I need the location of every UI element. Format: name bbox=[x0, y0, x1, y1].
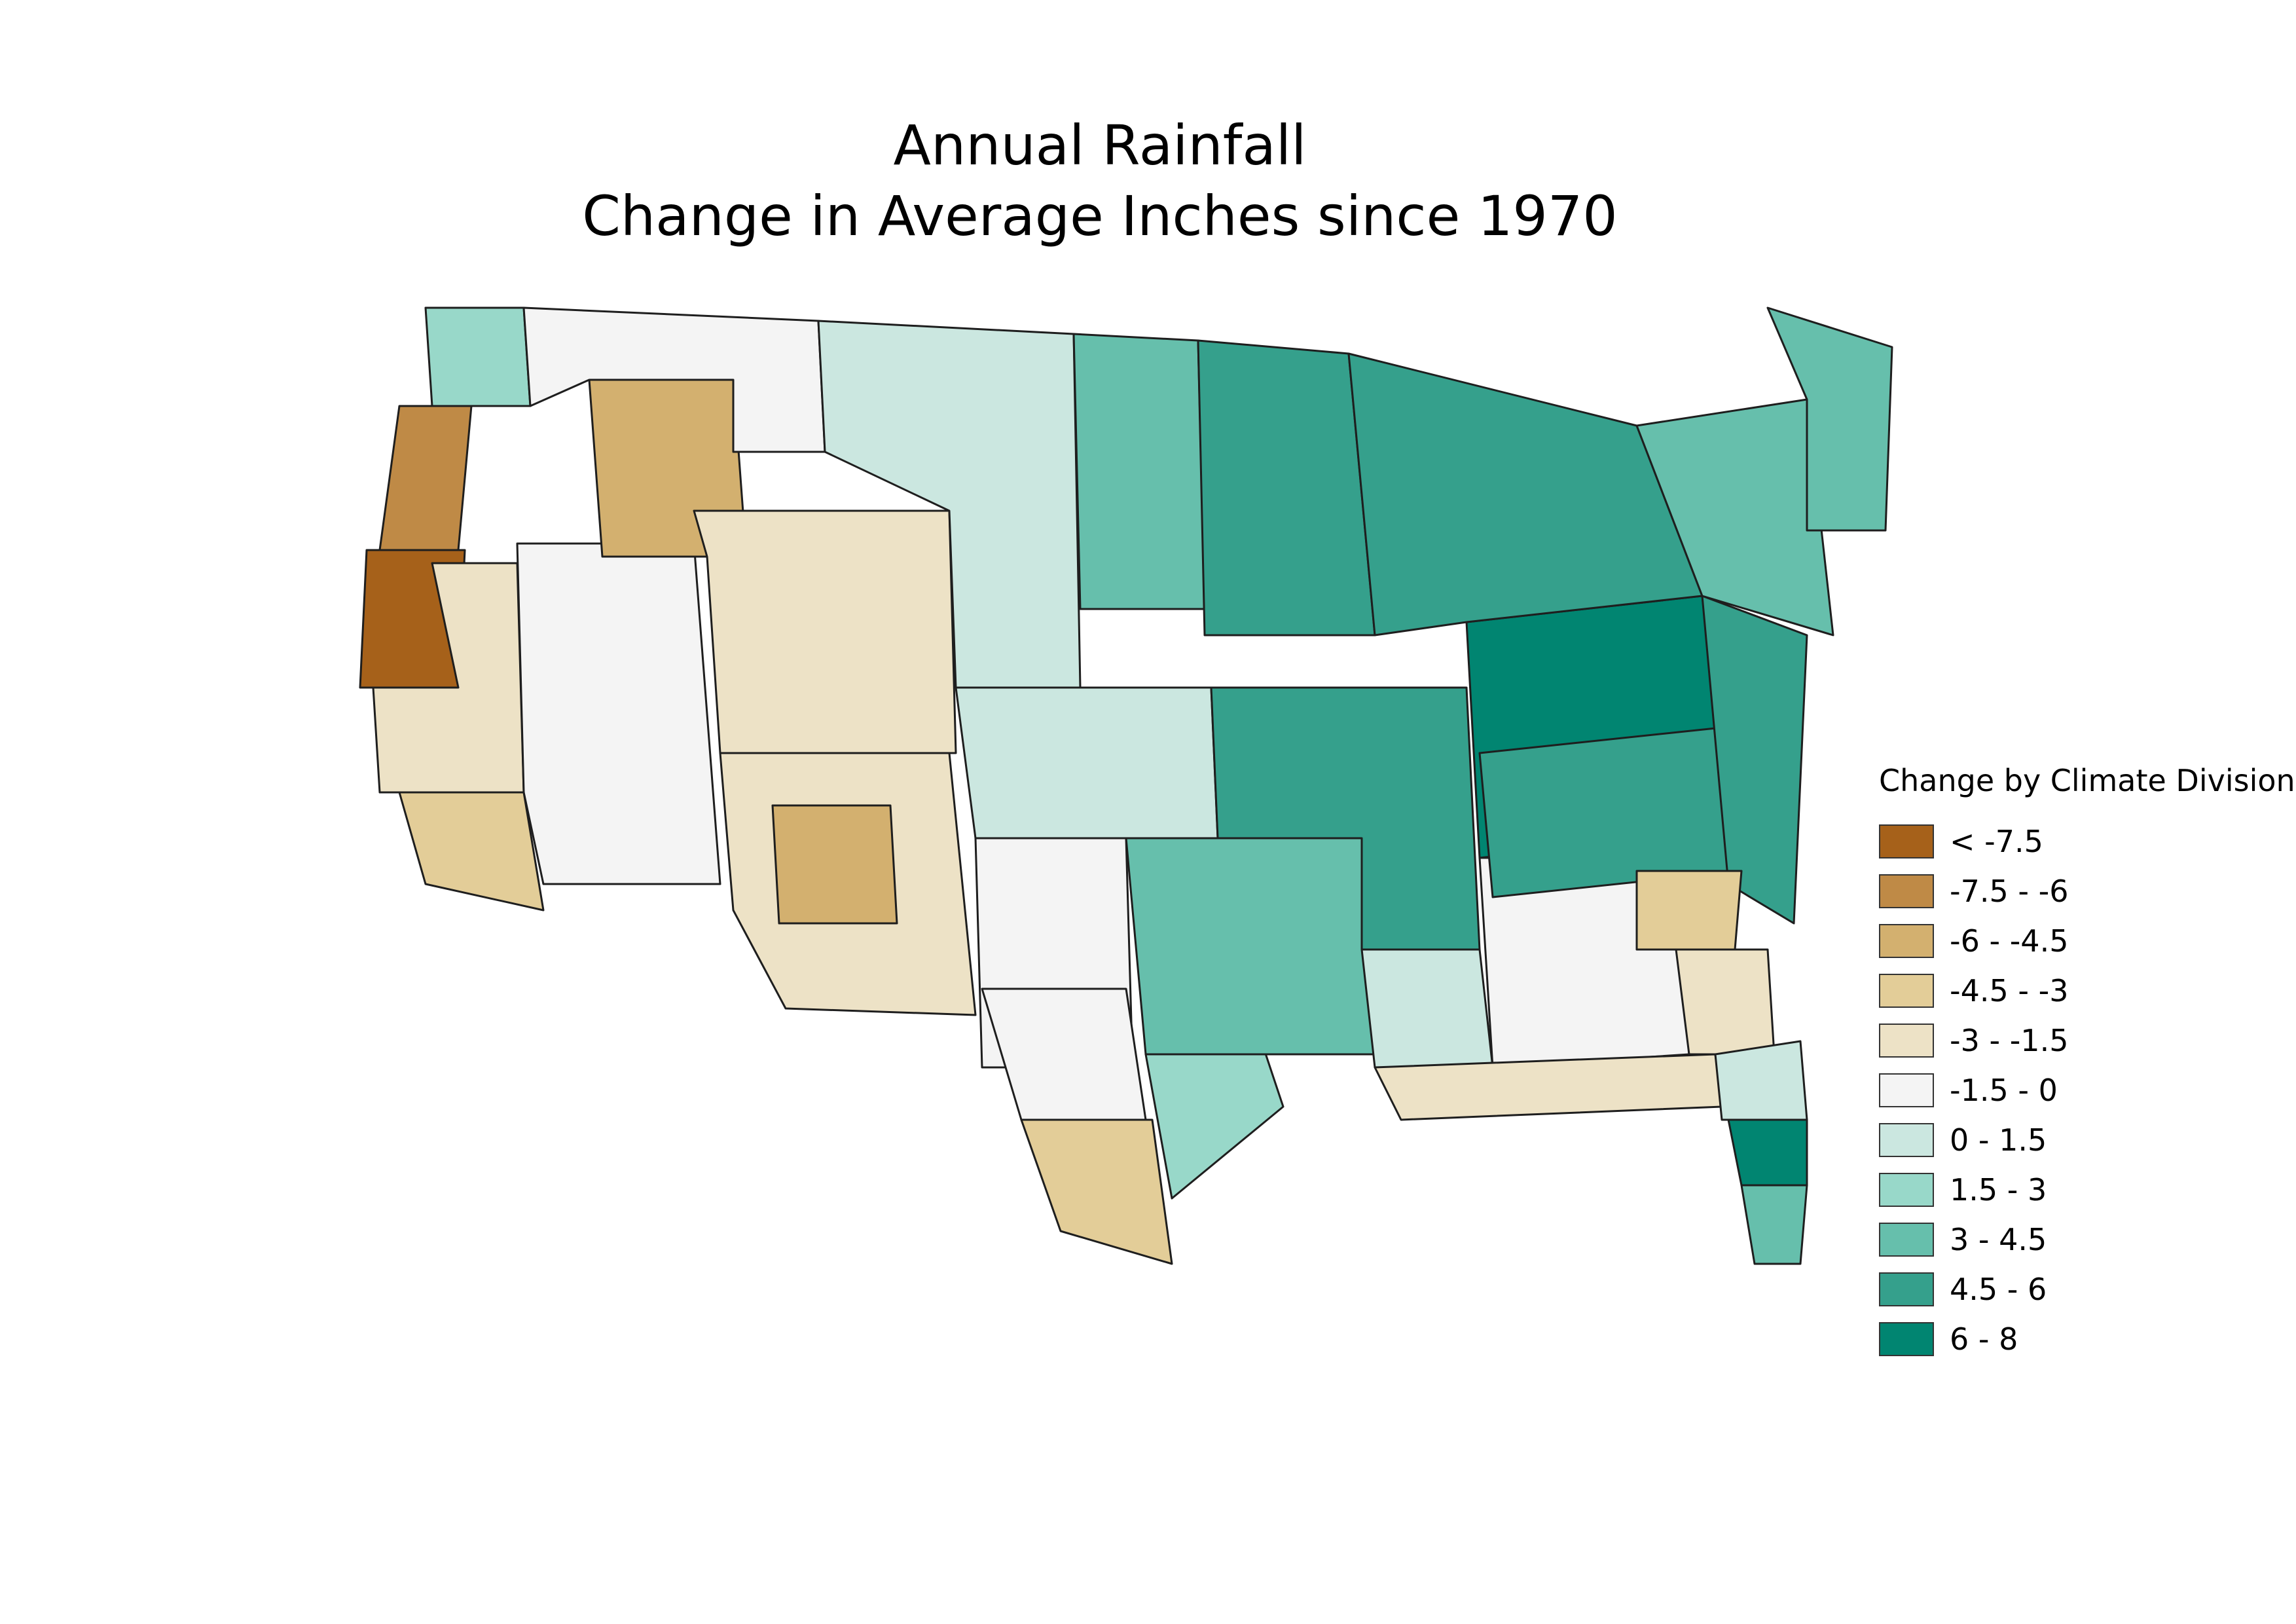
region-central-florida bbox=[1727, 1118, 1808, 1187]
region-great-lakes bbox=[1347, 352, 1704, 637]
legend-swatch bbox=[1879, 1322, 1934, 1356]
region-pacific-northwest-coast bbox=[424, 306, 532, 407]
legend-swatch bbox=[1879, 924, 1934, 958]
legend-item: 4.5 - 6 bbox=[1879, 1264, 2295, 1314]
legend-title: Change by Climate Division bbox=[1879, 763, 2295, 798]
legend-label: 6 - 8 bbox=[1950, 1321, 2018, 1357]
legend-label: -4.5 - -3 bbox=[1950, 973, 2069, 1008]
legend-swatch bbox=[1879, 1073, 1934, 1107]
legend-swatch bbox=[1879, 1223, 1934, 1257]
region-carolinas-virginia-coast bbox=[1701, 595, 1808, 925]
region-central-plains bbox=[955, 686, 1219, 840]
legend-label: 3 - 4.5 bbox=[1950, 1222, 2047, 1257]
map-title: Annual Rainfall bbox=[893, 113, 1307, 177]
region-great-basin bbox=[516, 542, 721, 885]
legend-item: -3 - -1.5 bbox=[1879, 1016, 2295, 1065]
region-southern-california-coast bbox=[398, 791, 545, 912]
legend-swatch bbox=[1879, 1123, 1934, 1157]
region-south-texas bbox=[1020, 1118, 1173, 1265]
region-oregon-coast bbox=[378, 405, 473, 551]
map-subtitle: Change in Average Inches since 1970 bbox=[582, 184, 1618, 248]
region-wyoming-colorado-west bbox=[693, 509, 957, 754]
legend-label: 1.5 - 3 bbox=[1950, 1172, 2047, 1208]
region-north-florida bbox=[1714, 1040, 1808, 1121]
legend-label: 4.5 - 6 bbox=[1950, 1272, 2047, 1307]
legend-item: 3 - 4.5 bbox=[1879, 1215, 2295, 1264]
legend-item: -1.5 - 0 bbox=[1879, 1065, 2295, 1115]
region-oklahoma-east-texas bbox=[1125, 837, 1376, 1056]
region-northeast bbox=[1635, 398, 1834, 637]
us-climate-division-map bbox=[359, 306, 1893, 1265]
legend-swatch bbox=[1879, 1173, 1934, 1207]
legend-item: < -7.5 bbox=[1879, 817, 2295, 866]
legend-item: 0 - 1.5 bbox=[1879, 1115, 2295, 1165]
legend: Change by Climate Division < -7.5 -7.5 - … bbox=[1879, 763, 2295, 1364]
region-texas-west bbox=[981, 987, 1147, 1121]
region-south-florida bbox=[1740, 1184, 1808, 1265]
legend-swatch bbox=[1879, 1272, 1934, 1306]
legend-item: -4.5 - -3 bbox=[1879, 966, 2295, 1016]
region-new-england bbox=[1766, 306, 1893, 532]
legend-swatch bbox=[1879, 874, 1934, 908]
region-dakotas-east bbox=[1072, 333, 1206, 610]
legend-label: 0 - 1.5 bbox=[1950, 1122, 2047, 1158]
region-georgia-south bbox=[1675, 948, 1776, 1056]
region-lower-mississippi bbox=[1360, 948, 1494, 1069]
legend-label: -7.5 - -6 bbox=[1950, 874, 2069, 909]
region-arizona-central bbox=[771, 804, 898, 925]
region-carolinas-piedmont bbox=[1635, 870, 1743, 951]
region-minnesota-iowa bbox=[1197, 339, 1376, 637]
legend-item: 6 - 8 bbox=[1879, 1314, 2295, 1364]
legend-item: -6 - -4.5 bbox=[1879, 916, 2295, 966]
legend-swatch bbox=[1879, 824, 1934, 858]
legend-item: -7.5 - -6 bbox=[1879, 866, 2295, 916]
legend-item: 1.5 - 3 bbox=[1879, 1165, 2295, 1215]
legend-swatch bbox=[1879, 1024, 1934, 1058]
legend-label: -3 - -1.5 bbox=[1950, 1023, 2069, 1058]
legend-label: -1.5 - 0 bbox=[1950, 1073, 2058, 1108]
legend-label: < -7.5 bbox=[1950, 824, 2043, 859]
legend-swatch bbox=[1879, 974, 1934, 1008]
legend-label: -6 - -4.5 bbox=[1950, 923, 2069, 959]
